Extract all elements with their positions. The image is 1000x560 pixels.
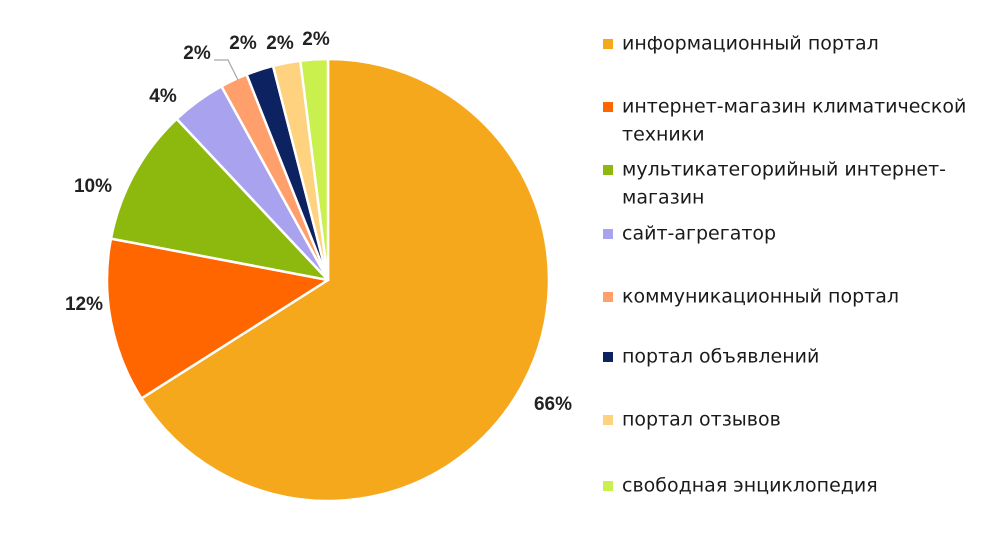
legend-swatch-5 <box>603 292 613 302</box>
data-label-2: 12% <box>65 294 103 315</box>
legend-label-4: сайт-агрегатор <box>622 223 776 245</box>
legend-label-2-line-2: техники <box>622 124 705 146</box>
legend-swatch-7 <box>603 415 613 425</box>
data-label-1: 66% <box>534 394 572 415</box>
pie-slice-8 <box>299 57 330 282</box>
legend-label-8: свободная энциклопедия <box>622 475 878 497</box>
leader-lines <box>214 59 239 81</box>
legend-swatch-4 <box>603 229 613 239</box>
legend-label-3-line-1: мультикатегорийный интернет- <box>622 159 946 181</box>
data-labels: 66% 12% 10% 4% 2% 2% 2% 2% <box>65 29 572 415</box>
legend-label-6: портал объявлений <box>622 346 819 368</box>
legend-label-2-line-1: интернет-магазин климатической <box>622 96 966 118</box>
pie-slice-2 <box>105 237 330 400</box>
pie-slice-3 <box>109 117 330 282</box>
data-label-3: 10% <box>74 176 112 197</box>
legend-label-1: информационный портал <box>622 33 879 55</box>
legend-swatch-3 <box>603 165 613 175</box>
pie-slice-1 <box>140 57 551 503</box>
data-label-7: 2% <box>266 33 294 54</box>
pie-slices <box>105 57 551 503</box>
legend-swatch-8 <box>603 481 613 491</box>
legend-swatch-6 <box>603 352 613 362</box>
legend-label-5: коммуникационный портал <box>622 286 899 308</box>
data-label-8: 2% <box>302 29 330 50</box>
data-label-5: 2% <box>183 43 211 64</box>
data-label-4: 4% <box>149 86 177 107</box>
data-label-6: 2% <box>229 33 257 54</box>
legend-swatch-2 <box>603 102 613 112</box>
legend-swatch-1 <box>603 39 613 49</box>
legend-label-7: портал отзывов <box>622 409 781 431</box>
legend: информационный портал интернет-магазин кл… <box>603 33 966 497</box>
leader-line-5 <box>214 59 239 81</box>
legend-label-3-line-2: магазин <box>622 187 704 209</box>
